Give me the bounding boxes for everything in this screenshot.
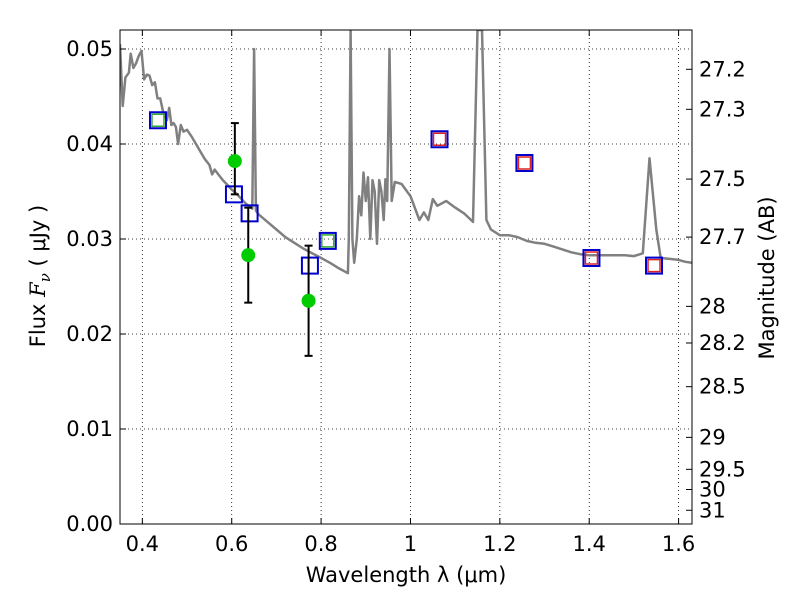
y-tick-label: 0.04 [66, 132, 113, 156]
inner-square-marker [647, 258, 661, 273]
x-tick-label: 0.8 [304, 532, 337, 556]
y-tick-label: 0.01 [66, 417, 113, 441]
x-tick-label: 0.4 [126, 532, 159, 556]
magnitude-tick-label: 29 [699, 425, 726, 449]
inner-square-marker [321, 234, 335, 248]
x-tick-label: 1 [404, 532, 417, 556]
magnitude-tick-label: 27.3 [699, 97, 746, 121]
y-axis-title: Flux Fν ( μJy ) [26, 205, 54, 347]
magnitude-tick-label: 27.2 [699, 57, 746, 81]
plot-frame [119, 29, 693, 525]
y-tick-label: 0.03 [66, 227, 113, 251]
x-tick-label: 0.6 [215, 532, 248, 556]
y-tick-label: 0.00 [66, 512, 113, 536]
model-photometry-square [148, 111, 167, 130]
inner-square-marker [517, 156, 532, 170]
observed-photometry [227, 122, 316, 357]
observed-point [301, 293, 316, 308]
x-tick-label: 1.4 [573, 532, 606, 556]
inner-square-marker [432, 132, 447, 146]
model-photometry-square [318, 231, 337, 250]
model-photometry-markers [148, 111, 664, 275]
model-photometry-square [430, 130, 449, 149]
observed-point [241, 248, 256, 263]
magnitude-tick-label: 27.7 [699, 225, 746, 249]
model-photometry-square [515, 154, 534, 172]
magnitude-axis-title: Magnitude (AB) [755, 196, 779, 359]
y-axis-ticks: 0.00 0.01 0.02 0.03 0.04 0.05 [66, 37, 126, 536]
x-tick-label: 1.6 [662, 532, 695, 556]
x-axis-title: Wavelength λ (μm) [306, 563, 507, 587]
inner-square-marker [584, 251, 599, 265]
model-photometry-square [240, 204, 259, 223]
magnitude-tick-label: 29.5 [699, 457, 746, 481]
model-photometry-square [645, 256, 664, 275]
magnitude-tick-label: 28.5 [699, 375, 746, 399]
magnitude-tick-label: 28 [699, 294, 726, 318]
inner-square-marker [151, 113, 165, 127]
sed-model-line [120, 30, 692, 275]
magnitude-tick-label: 27.5 [699, 167, 746, 191]
magnitude-tick-label: 31 [699, 498, 726, 522]
y-tick-label: 0.02 [66, 322, 113, 346]
y-tick-label: 0.05 [66, 37, 113, 61]
plot-area [120, 30, 692, 357]
magnitude-tick-label: 30 [699, 478, 726, 502]
model-photometry-square [582, 249, 601, 267]
x-tick-label: 1.2 [483, 532, 516, 556]
magnitude-tick-label: 28.2 [699, 331, 746, 355]
x-axis-ticks: 0.4 0.6 0.8 1 1.2 1.4 1.6 [126, 30, 695, 556]
observed-point [227, 154, 242, 169]
model-photometry-square [300, 256, 319, 275]
